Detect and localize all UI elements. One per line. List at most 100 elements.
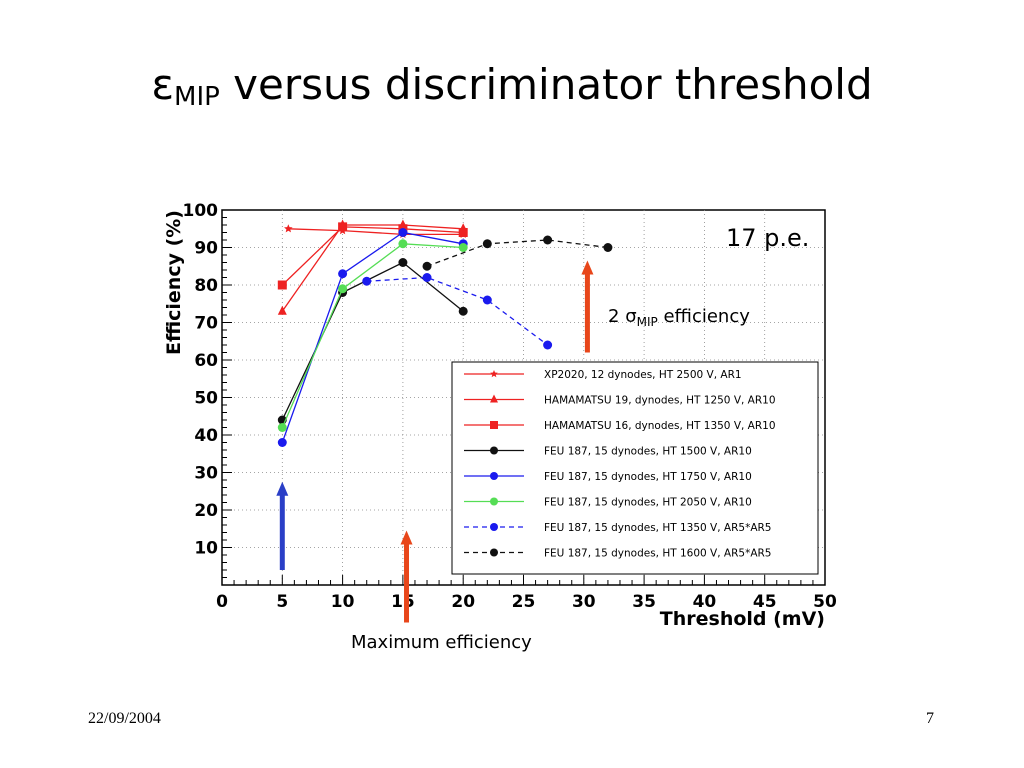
data-point bbox=[277, 305, 287, 315]
legend-label: HAMAMATSU 19, dynodes, HT 1250 V, AR10 bbox=[544, 395, 776, 407]
legend-label: HAMAMATSU 16, dynodes, HT 1350 V, AR10 bbox=[544, 420, 776, 432]
x-tick-label: 50 bbox=[813, 592, 837, 612]
series-8 bbox=[422, 235, 613, 271]
legend-entry: FEU 187, 15 dynodes, HT 1600 V, AR5*AR5 bbox=[464, 548, 771, 560]
legend-marker bbox=[490, 472, 498, 480]
y-tick-label: 100 bbox=[183, 201, 219, 221]
legend-label: FEU 187, 15 dynodes, HT 1750 V, AR10 bbox=[544, 471, 752, 483]
series-line bbox=[281, 226, 464, 286]
y-tick-label: 60 bbox=[194, 351, 218, 371]
legend-marker bbox=[490, 421, 498, 429]
legend-entry: HAMAMATSU 19, dynodes, HT 1250 V, AR10 bbox=[464, 394, 776, 407]
y-tick-label: 20 bbox=[194, 501, 218, 521]
legend-label: FEU 187, 15 dynodes, HT 1500 V, AR10 bbox=[544, 446, 752, 458]
y-tick-label: 30 bbox=[194, 464, 218, 484]
sigma-symbol: σ bbox=[625, 306, 637, 327]
x-tick-label: 0 bbox=[216, 592, 228, 612]
data-point bbox=[482, 239, 492, 249]
data-point bbox=[398, 239, 408, 249]
legend-marker bbox=[490, 523, 498, 531]
annotation-sigma-efficiency: 2 σMIP efficiency bbox=[608, 306, 750, 329]
legend-entry: FEU 187, 15 dynodes, HT 1750 V, AR10 bbox=[464, 471, 752, 483]
series-7 bbox=[362, 273, 553, 350]
legend-marker bbox=[490, 446, 498, 455]
title-subscript: MIP bbox=[174, 82, 220, 112]
footer-date: 22/09/2004 bbox=[88, 710, 161, 727]
legend-label: XP2020, 12 dynodes, HT 2500 V, AR1 bbox=[544, 369, 742, 381]
legend-entry: FEU 187, 15 dynodes, HT 1350 V, AR5*AR5 bbox=[464, 522, 771, 534]
legend-entry: FEU 187, 15 dynodes, HT 2050 V, AR10 bbox=[464, 497, 752, 509]
legend-marker bbox=[490, 394, 498, 403]
y-axis-title: Efficiency (%) bbox=[163, 210, 185, 355]
legend: XP2020, 12 dynodes, HT 2500 V, AR1 HAMAMA… bbox=[451, 361, 819, 575]
x-tick-label: 20 bbox=[451, 592, 475, 612]
legend-label: FEU 187, 15 dynodes, HT 2050 V, AR10 bbox=[544, 497, 752, 509]
data-point bbox=[458, 306, 468, 316]
red-arrow-max bbox=[400, 530, 413, 623]
x-tick-label: 25 bbox=[512, 592, 536, 612]
legend-label: FEU 187, 15 dynodes, HT 1600 V, AR5*AR5 bbox=[544, 548, 771, 560]
series-line bbox=[426, 239, 608, 267]
legend-entry: HAMAMATSU 16, dynodes, HT 1350 V, AR10 bbox=[464, 420, 776, 432]
data-point bbox=[398, 258, 408, 267]
title-epsilon: ε bbox=[151, 60, 175, 109]
data-point bbox=[277, 423, 287, 432]
legend-box bbox=[451, 361, 819, 575]
blue-arrow bbox=[276, 481, 289, 570]
series-line bbox=[281, 243, 464, 428]
arrow-head bbox=[400, 530, 413, 545]
y-tick-label: 10 bbox=[194, 539, 218, 559]
annotation-max-efficiency: Maximum efficiency bbox=[351, 632, 532, 653]
slide-title: εMIP versus discriminator threshold bbox=[0, 60, 1024, 112]
data-point bbox=[422, 273, 432, 282]
y-tick-label: 80 bbox=[194, 276, 218, 296]
y-tick-label: 50 bbox=[194, 389, 218, 409]
data-point bbox=[338, 269, 348, 279]
page-number: 7 bbox=[926, 710, 934, 727]
x-tick-label: 45 bbox=[753, 592, 777, 612]
y-tick-label: 40 bbox=[194, 426, 218, 446]
arrow-head bbox=[276, 481, 289, 496]
sigma-prefix: 2 bbox=[608, 306, 626, 327]
x-tick-label: 40 bbox=[693, 592, 717, 612]
data-point bbox=[543, 340, 553, 350]
data-point bbox=[338, 284, 348, 294]
data-point bbox=[277, 438, 287, 447]
red-arrow-sigma bbox=[581, 260, 594, 353]
data-point bbox=[543, 235, 553, 245]
sigma-suffix: efficiency bbox=[657, 306, 750, 327]
legend-marker bbox=[490, 548, 498, 557]
legend-entry: FEU 187, 15 dynodes, HT 1500 V, AR10 bbox=[464, 446, 752, 458]
legend-marker bbox=[490, 497, 498, 506]
y-tick-label: 90 bbox=[194, 239, 218, 259]
sigma-subscript: MIP bbox=[636, 315, 658, 329]
title-text: versus discriminator threshold bbox=[219, 60, 873, 109]
data-point bbox=[338, 222, 348, 232]
y-tick-label: 70 bbox=[194, 314, 218, 334]
data-point bbox=[362, 276, 372, 286]
series-line bbox=[288, 228, 464, 236]
series-6 bbox=[277, 239, 468, 432]
series-line bbox=[366, 276, 548, 346]
x-axis-title: Threshold (mV) bbox=[660, 608, 825, 630]
data-point bbox=[458, 243, 468, 252]
x-tick-label: 35 bbox=[632, 592, 656, 612]
legend-label: FEU 187, 15 dynodes, HT 1350 V, AR5*AR5 bbox=[544, 522, 771, 534]
annotation-pe: 17 p.e. bbox=[726, 224, 810, 252]
x-tick-label: 5 bbox=[276, 592, 288, 612]
x-tick-label: 15 bbox=[391, 592, 415, 612]
data-point bbox=[422, 261, 432, 271]
x-tick-label: 30 bbox=[572, 592, 596, 612]
data-point bbox=[482, 295, 492, 305]
legend-entry: XP2020, 12 dynodes, HT 2500 V, AR1 bbox=[464, 369, 742, 381]
series-line bbox=[281, 224, 464, 312]
data-point bbox=[284, 224, 293, 233]
legend-marker bbox=[490, 370, 498, 378]
data-point bbox=[458, 228, 468, 237]
data-point bbox=[277, 280, 287, 290]
data-point bbox=[603, 243, 613, 252]
arrow-head bbox=[581, 260, 594, 275]
data-point bbox=[398, 228, 408, 237]
x-tick-label: 10 bbox=[331, 592, 355, 612]
